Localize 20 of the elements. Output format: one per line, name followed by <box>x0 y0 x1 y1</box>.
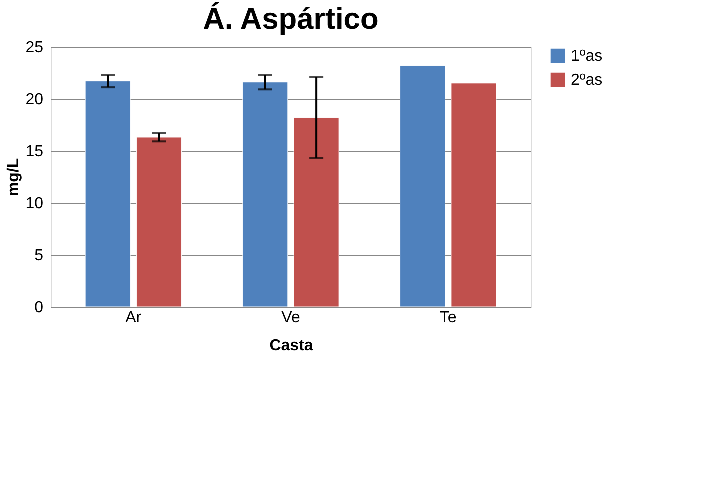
x-tick-label: Te <box>440 310 457 326</box>
bar <box>294 117 340 308</box>
chart-title: Á. Aspártico <box>203 2 379 36</box>
legend-label: 2ºas <box>571 72 603 89</box>
x-tick-label: Ar <box>126 310 142 326</box>
x-axis-title: Casta <box>270 338 314 354</box>
bar <box>400 65 446 308</box>
y-tick-label: 5 <box>34 248 44 264</box>
bar <box>85 81 131 308</box>
legend-label: 1ºas <box>571 48 603 65</box>
y-tick-label: 20 <box>26 92 44 108</box>
bar <box>136 137 182 308</box>
y-tick-label: 0 <box>34 300 44 316</box>
bar <box>451 83 497 308</box>
y-tick-label: 15 <box>26 144 44 160</box>
bar <box>242 82 288 308</box>
y-tick-label: 25 <box>26 40 44 56</box>
y-tick-label: 10 <box>26 196 44 212</box>
y-axis-title: mg/L <box>6 158 23 197</box>
x-tick-label: Ve <box>282 310 300 326</box>
